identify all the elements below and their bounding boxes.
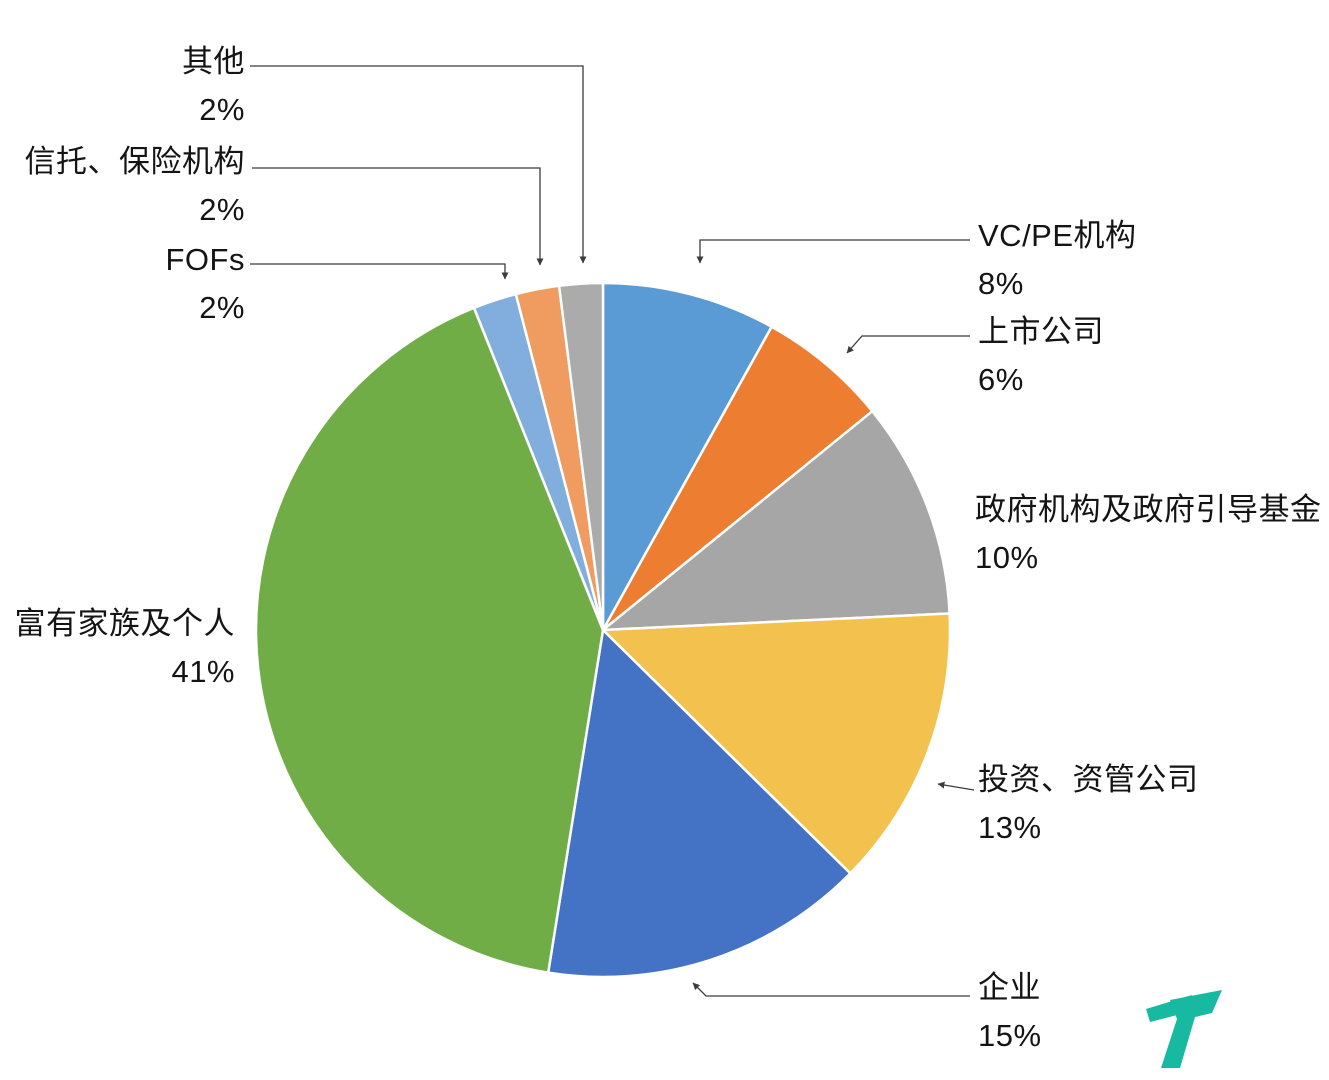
leader-line-fofs (250, 263, 509, 280)
leader-line-vc-pe (696, 239, 970, 264)
leader-line-trust-insurance (252, 167, 544, 266)
leader-line-investment-mgmt (937, 781, 975, 791)
pie-slices (254, 281, 952, 979)
pie-slice-vc-pe (601, 281, 773, 632)
pie-slice-other (557, 281, 605, 632)
leader-line-listed-company (846, 335, 970, 354)
brand-logo (1146, 990, 1222, 1068)
pie-slice-investment-mgmt (601, 612, 952, 875)
leader-lines (250, 65, 975, 997)
pie-slice-government (601, 409, 951, 632)
pie-slice-enterprise (546, 628, 852, 979)
brand-logo-seven-icon (1161, 990, 1222, 1068)
pie-slice-listed-company (601, 325, 874, 632)
leader-line-enterprise (692, 982, 970, 997)
leader-line-other (250, 65, 587, 264)
pie-slice-wealthy-families (254, 306, 605, 974)
